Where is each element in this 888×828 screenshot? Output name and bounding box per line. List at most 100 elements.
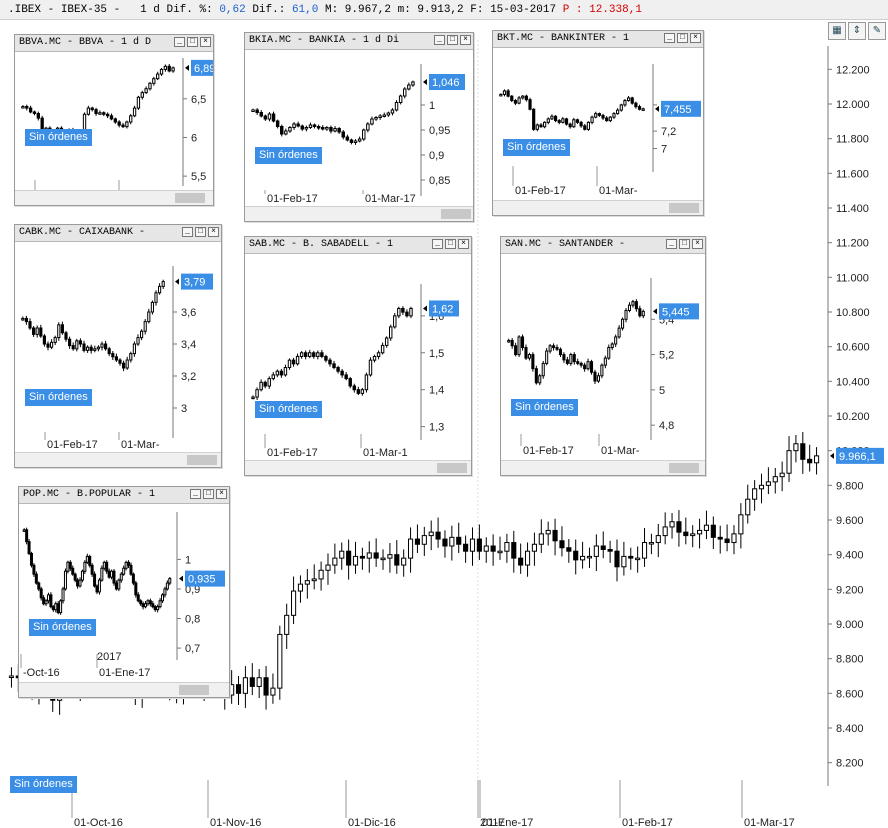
candle-body <box>292 123 296 128</box>
maximize-icon[interactable]: □ <box>445 239 456 249</box>
mini-title-san[interactable]: SAN.MC - SANTANDER - _ □ × <box>501 237 705 254</box>
candle-body <box>49 594 53 608</box>
mini-chart-san[interactable]: 5,45,254,801-Feb-17 01-Mar-5,445 <box>501 254 705 476</box>
mini-scrollbar-bkia[interactable] <box>245 206 473 221</box>
mini-chart-cabk[interactable]: 3,6 3,4 3,2 3 01-Feb-17 01-Mar- 3,79 <box>15 242 221 468</box>
y-tick-label: 6 <box>191 132 197 144</box>
close-icon[interactable]: × <box>460 35 471 45</box>
close-icon[interactable]: × <box>692 239 703 249</box>
candle-body <box>541 362 545 377</box>
scroll-thumb[interactable] <box>669 203 699 213</box>
maximize-icon[interactable]: □ <box>195 227 206 237</box>
candle-body <box>593 371 597 382</box>
last-value-badge <box>181 273 213 290</box>
scroll-thumb[interactable] <box>669 463 699 473</box>
last-value-arrow <box>655 105 659 112</box>
mini-chart-pop[interactable]: 1 0,9 0,8 0,7 -Oct-16 01-Ene-17 2017 0,935 <box>19 504 229 698</box>
minimize-icon[interactable]: _ <box>434 35 445 45</box>
y-tick-label: 1 <box>185 554 191 566</box>
minimize-icon[interactable]: _ <box>432 239 443 249</box>
mini-scrollbar-san[interactable] <box>501 460 705 475</box>
candle-body <box>553 115 558 122</box>
candle-body <box>655 535 661 544</box>
close-icon[interactable]: × <box>458 239 469 249</box>
y-tick-label: 9.800 <box>836 480 864 492</box>
candle-body <box>786 450 792 474</box>
minimize-icon[interactable]: _ <box>174 37 185 47</box>
candle-body <box>566 547 572 552</box>
mini-window-bkt[interactable]: BKT.MC - BANKINTER - 1 _□× 7,57,2701-Feb… <box>492 30 704 216</box>
mini-sin-ordenes-sab[interactable]: Sin órdenes <box>255 401 322 418</box>
minimize-icon[interactable]: _ <box>182 227 193 237</box>
candle-body <box>328 359 332 365</box>
pencil-icon[interactable]: ✎ <box>868 22 886 40</box>
candle-body <box>628 555 634 559</box>
mini-title-bbva[interactable]: BBVA.MC - BBVA - 1 d D _ □ × <box>15 35 213 52</box>
mini-title-sab[interactable]: SAB.MC - B. SABADELL - 1 _ □ × <box>245 237 471 254</box>
ruler-icon[interactable]: ⇕ <box>848 22 866 40</box>
last-value-arrow <box>423 305 427 312</box>
x-tick-label: 01-Feb-17 <box>523 445 574 457</box>
candle-body <box>601 114 605 119</box>
mini-title-bkt[interactable]: BKT.MC - BANKINTER - 1 _ □ × <box>493 31 703 48</box>
candle-body <box>311 578 317 582</box>
close-icon[interactable]: × <box>690 33 701 43</box>
mini-chart-sab[interactable]: 1,61,51,41,301-Feb-17 01-Mar-11,62 <box>245 254 471 476</box>
mini-scrollbar-sab[interactable] <box>245 460 471 475</box>
mini-scrollbar-pop[interactable] <box>19 682 229 697</box>
scroll-thumb[interactable] <box>441 209 471 219</box>
candle-body <box>117 121 121 126</box>
mini-title-bkia[interactable]: BKIA.MC - BANKIA - 1 d Di _ □ × <box>245 33 473 50</box>
minimize-icon[interactable]: _ <box>664 33 675 43</box>
maximize-icon[interactable]: □ <box>679 239 690 249</box>
mini-scrollbar-cabk[interactable] <box>15 452 221 467</box>
candle-body <box>600 545 606 550</box>
mini-window-cabk[interactable]: CABK.MC - CAIXABANK - _ □ × 3,6 3,4 3,2 3 01-F… <box>14 224 222 468</box>
main-sin-ordenes-label[interactable]: Sin órdenes <box>10 776 77 793</box>
candle-body <box>86 107 91 115</box>
mini-sin-ordenes-bkt[interactable]: Sin órdenes <box>503 139 570 156</box>
scroll-thumb[interactable] <box>437 463 467 473</box>
close-icon[interactable]: × <box>216 489 227 499</box>
maximize-icon[interactable]: □ <box>677 33 688 43</box>
mini-window-sab[interactable]: SAB.MC - B. SABADELL - 1 _ □ × 1,6 1,5 1,4 1,… <box>244 236 472 476</box>
mini-chart-bkia[interactable]: 1 0,95 0,9 0,85 01-Feb-17 01-Mar-17 1,046 <box>245 50 473 222</box>
candle-body <box>22 529 26 532</box>
candle-body <box>619 104 623 111</box>
scroll-thumb[interactable] <box>175 193 205 203</box>
candle-body <box>122 567 126 575</box>
x-tick-label: 01-Feb-17 <box>515 185 566 197</box>
mini-sin-ordenes-san[interactable]: Sin órdenes <box>511 399 578 416</box>
candle-body <box>572 354 576 363</box>
candle-body <box>568 123 572 128</box>
mini-title-pop[interactable]: POP.MC - B.POPULAR - 1 _ □ × <box>19 487 229 504</box>
chart-zoom-icon[interactable]: ▦ <box>828 22 846 40</box>
scroll-thumb[interactable] <box>187 455 217 465</box>
scroll-thumb[interactable] <box>179 685 209 695</box>
y-tick-label: 1 <box>429 100 435 112</box>
last-value-badge <box>836 447 884 464</box>
mini-scrollbar-bkt[interactable] <box>493 200 703 215</box>
candle-body <box>32 111 37 114</box>
minimize-icon[interactable]: _ <box>666 239 677 249</box>
mini-sin-ordenes-pop[interactable]: Sin órdenes <box>29 619 96 636</box>
mini-title-cabk[interactable]: CABK.MC - CAIXABANK - _ □ × <box>15 225 221 242</box>
maximize-icon[interactable]: □ <box>187 37 198 47</box>
close-icon[interactable]: × <box>208 227 219 237</box>
mini-window-bbva[interactable]: BBVA.MC - BBVA - 1 d D _□× 6,565,501-Feb… <box>14 34 214 206</box>
mini-sin-ordenes-bbva[interactable]: Sin órdenes <box>25 129 92 146</box>
mini-window-bkia[interactable]: BKIA.MC - BANKIA - 1 d Di _ □ × 1 0,95 0,9 0,… <box>244 32 474 222</box>
mini-scrollbar-bbva[interactable] <box>15 190 213 205</box>
mini-window-san[interactable]: SAN.MC - SANTANDER - _ □ × 5,4 5,2 5 4,8 01-Fe… <box>500 236 706 476</box>
maximize-icon[interactable]: □ <box>203 489 214 499</box>
candle-body <box>348 378 352 387</box>
mini-window-pop[interactable]: POP.MC - B.POPULAR - 1 _ □ × 1 0,9 0,8 0,7 -Oc… <box>18 486 230 698</box>
close-icon[interactable]: × <box>200 37 211 47</box>
maximize-icon[interactable]: □ <box>447 35 458 45</box>
mini-sin-ordenes-cabk[interactable]: Sin órdenes <box>25 389 92 406</box>
mini-sin-ordenes-bkia[interactable]: Sin órdenes <box>255 147 322 164</box>
candle-body <box>569 354 573 364</box>
minimize-icon[interactable]: _ <box>190 489 201 499</box>
x-tick-label: 01-Mar-17 <box>744 817 795 828</box>
